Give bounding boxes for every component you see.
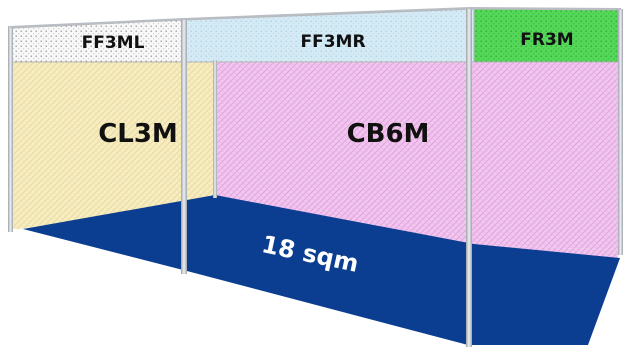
frame-beam-top-middle xyxy=(183,7,471,20)
fascia-left-label: FF3ML xyxy=(82,33,145,53)
fascia-middle-label: FF3MR xyxy=(300,32,365,52)
left-wall-label: CL3M xyxy=(98,119,178,149)
frame-beam-top-right xyxy=(469,7,622,10)
frame-pole-center-right xyxy=(466,8,472,347)
back-wall-label: CB6M xyxy=(347,119,430,149)
left-wall xyxy=(13,60,215,229)
frame-beam-top-left xyxy=(9,18,185,28)
frame-pole-left xyxy=(8,26,13,232)
frame-pole-right xyxy=(618,9,623,255)
frame-pole-center-left xyxy=(181,18,187,274)
fascia-right-label: FR3M xyxy=(520,30,573,50)
frame-pole-back-middle xyxy=(213,60,217,198)
right-side-wall xyxy=(474,62,620,250)
back-wall xyxy=(183,62,620,303)
